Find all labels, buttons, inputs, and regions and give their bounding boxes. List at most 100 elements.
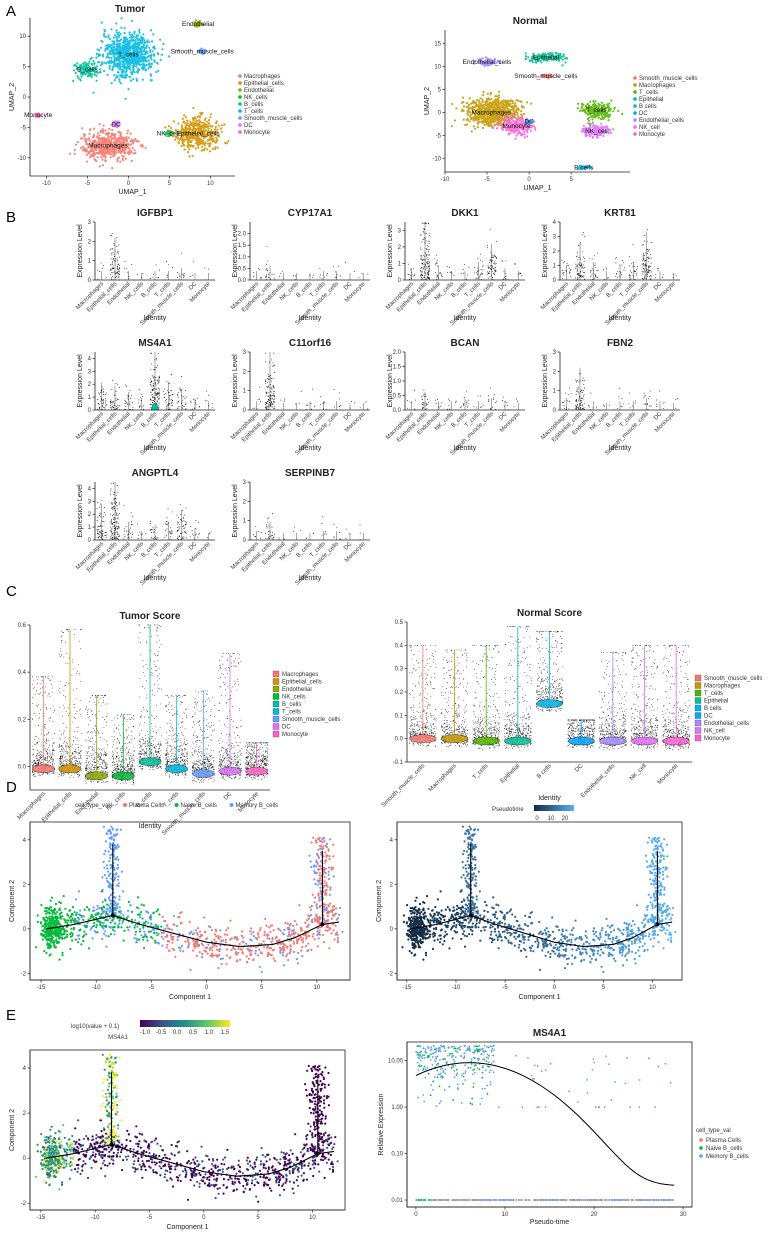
y-tick-label: 1.5 xyxy=(238,243,247,249)
legend-label: B_cells xyxy=(282,702,301,708)
legend-label: Smooth_muscle_cells xyxy=(704,676,762,682)
score-violin-b-cells: B cells xyxy=(535,630,564,780)
umap-cluster-endothelial: Endothelial xyxy=(182,19,215,28)
x-tick-label: -15 xyxy=(402,985,411,991)
cluster-label: DC xyxy=(524,119,534,126)
trajectory-points xyxy=(476,912,484,924)
cluster-label: Smooth_muscle_cells xyxy=(514,73,578,80)
legend-label: Macrophages xyxy=(704,684,740,690)
x-axis-title: Identity xyxy=(454,445,477,452)
trajectory-points xyxy=(484,906,494,928)
umap-cluster-nk-cell: NK_cell xyxy=(580,122,615,139)
y-axis-title: Expression Level xyxy=(232,484,239,538)
legend-swatch xyxy=(272,700,280,708)
y-tick-label: 0 xyxy=(243,538,247,544)
trajectory-points xyxy=(449,917,466,940)
y-tick-label: 1 xyxy=(243,389,247,395)
umap-cluster-b-cells: B_cells xyxy=(73,56,102,82)
umap-cluster-dc: DC xyxy=(110,120,121,128)
y-tick-label: 4 xyxy=(88,356,92,362)
y-tick-label: 3 xyxy=(88,499,92,505)
x-tick-label: 5 xyxy=(260,985,264,991)
x-axis-title: Pseudo-time xyxy=(530,1219,569,1226)
trajectory-points xyxy=(583,930,588,951)
umap-cluster-smooth-muscle-cells: Smooth_muscle_cells xyxy=(514,73,578,80)
trajectory-points xyxy=(544,942,550,954)
y-tick-label: -2 xyxy=(388,971,394,977)
trajectory-points xyxy=(611,929,616,951)
legend-label: Monocyte xyxy=(639,132,666,138)
trajectory-points xyxy=(432,911,438,924)
umap-cluster-epithelial-cells: Epithelial_cells xyxy=(164,106,230,158)
legend-dot xyxy=(633,118,637,122)
x-tick-label: -10 xyxy=(42,181,51,187)
legend-label: NK_cell xyxy=(639,125,660,131)
x-axis-title: Identity xyxy=(609,315,632,322)
colorbar-tick: -1.0 xyxy=(140,1030,151,1036)
trajectory-points xyxy=(623,921,630,956)
legend-label: Macrophages xyxy=(282,672,318,678)
y-tick-label: 0.10 xyxy=(391,1152,403,1158)
x-tick-label: -5 xyxy=(85,181,91,187)
jitter-points xyxy=(407,222,522,281)
legend-dot xyxy=(238,102,242,106)
x-tick-label: 0 xyxy=(205,985,209,991)
legend-swatch xyxy=(694,719,702,727)
legend-dot xyxy=(633,132,637,136)
trajectory-points xyxy=(498,908,513,937)
score-violin-epithelial: Epithelial xyxy=(500,626,532,785)
category-label: DC xyxy=(188,411,199,422)
x-tick-label: -5 xyxy=(147,1215,153,1221)
cluster-label: Macrophages xyxy=(472,109,512,116)
y-tick-label: 0 xyxy=(23,95,27,101)
colorbar-tick: 10 xyxy=(548,816,555,822)
trajectory-points xyxy=(618,937,628,952)
branch-node xyxy=(468,913,473,918)
umap-cluster-macrophages: Macrophages xyxy=(69,123,147,170)
legend-dot xyxy=(238,88,242,92)
trajectory-points xyxy=(564,929,569,966)
fitted-curve xyxy=(415,1062,675,1186)
x-tick-label: -10 xyxy=(441,177,450,183)
y-tick-label: -2 xyxy=(21,1201,27,1207)
legend-label: DC xyxy=(639,111,648,117)
trajectory-points xyxy=(528,912,537,947)
x-axis-title: Identity xyxy=(299,315,322,322)
x-tick-label: -10 xyxy=(92,985,101,991)
umap-cluster-epithelial: Epithelial xyxy=(524,51,569,67)
trajectory-points xyxy=(503,910,512,939)
legend-label: B cells xyxy=(704,706,722,712)
trajectory-points xyxy=(414,922,423,935)
trajectory-points xyxy=(416,915,422,933)
category-label: Endothelial_cells xyxy=(580,763,616,799)
trajectory-points xyxy=(460,825,555,941)
y-tick-label: 0 xyxy=(553,408,557,414)
y-tick-label: -2 xyxy=(21,971,27,977)
cluster-points xyxy=(69,123,147,170)
trajectory-points xyxy=(431,909,439,924)
legend-dot xyxy=(699,1154,703,1158)
y-axis-title: UMAP_2 xyxy=(9,83,16,111)
x-tick-label: 0 xyxy=(127,181,131,187)
cluster-label: NK_cells xyxy=(157,130,183,137)
trajectory-points xyxy=(437,908,452,924)
y-tick-label: 2 xyxy=(553,249,557,255)
trajectory-points xyxy=(491,928,497,942)
score-violin-nk-cells: NK_cells xyxy=(106,714,136,812)
y-tick-label: 0 xyxy=(390,927,394,933)
score-violin-nk-cell: NK_cell xyxy=(629,644,659,782)
y-tick-label: 0.0 xyxy=(395,737,404,743)
legend-dot xyxy=(633,111,637,115)
trajectory-points xyxy=(640,926,646,953)
trajectory-points xyxy=(489,916,498,937)
trajectory-points xyxy=(578,936,583,941)
y-tick-label: 15 xyxy=(434,42,441,48)
legend-label: Macrophages xyxy=(639,83,675,89)
y-tick-label: 10 xyxy=(434,65,441,71)
colorbar-tick: 1.0 xyxy=(205,1030,214,1036)
umap-cluster-monocyte: Monocyte xyxy=(491,112,537,140)
cluster-points xyxy=(576,99,624,126)
category-label: NK_cells xyxy=(106,791,127,812)
